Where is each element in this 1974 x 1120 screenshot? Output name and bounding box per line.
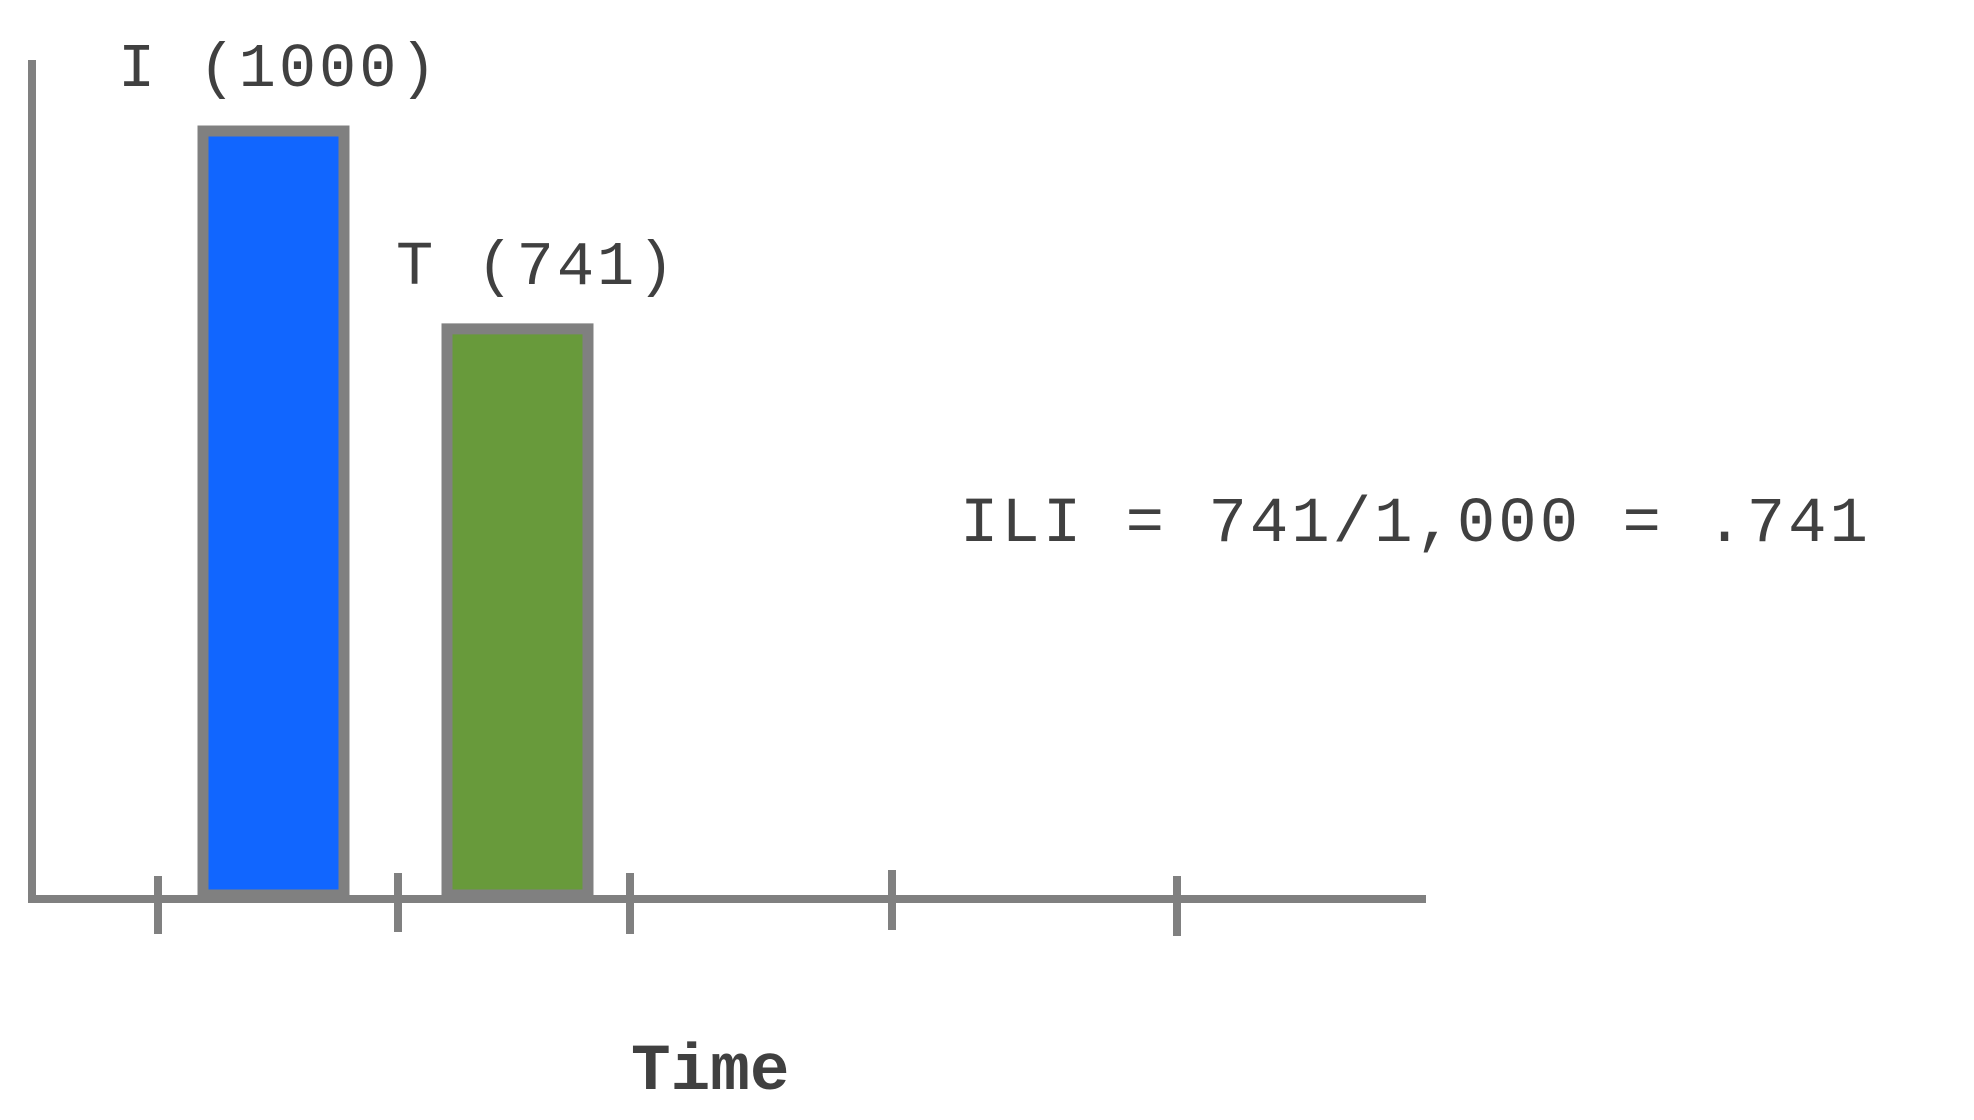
bar-i [197, 125, 350, 901]
bar-label-t: T (741) [396, 232, 677, 303]
x-axis-label: Time [631, 1034, 789, 1109]
ili-annotation: ILI = 741/1,000 = .741 [960, 489, 1871, 561]
bar-labels: I (1000) T (741) [118, 34, 677, 303]
bars [197, 125, 594, 901]
bar-t [441, 323, 594, 901]
bar-label-i: I (1000) [118, 34, 440, 105]
